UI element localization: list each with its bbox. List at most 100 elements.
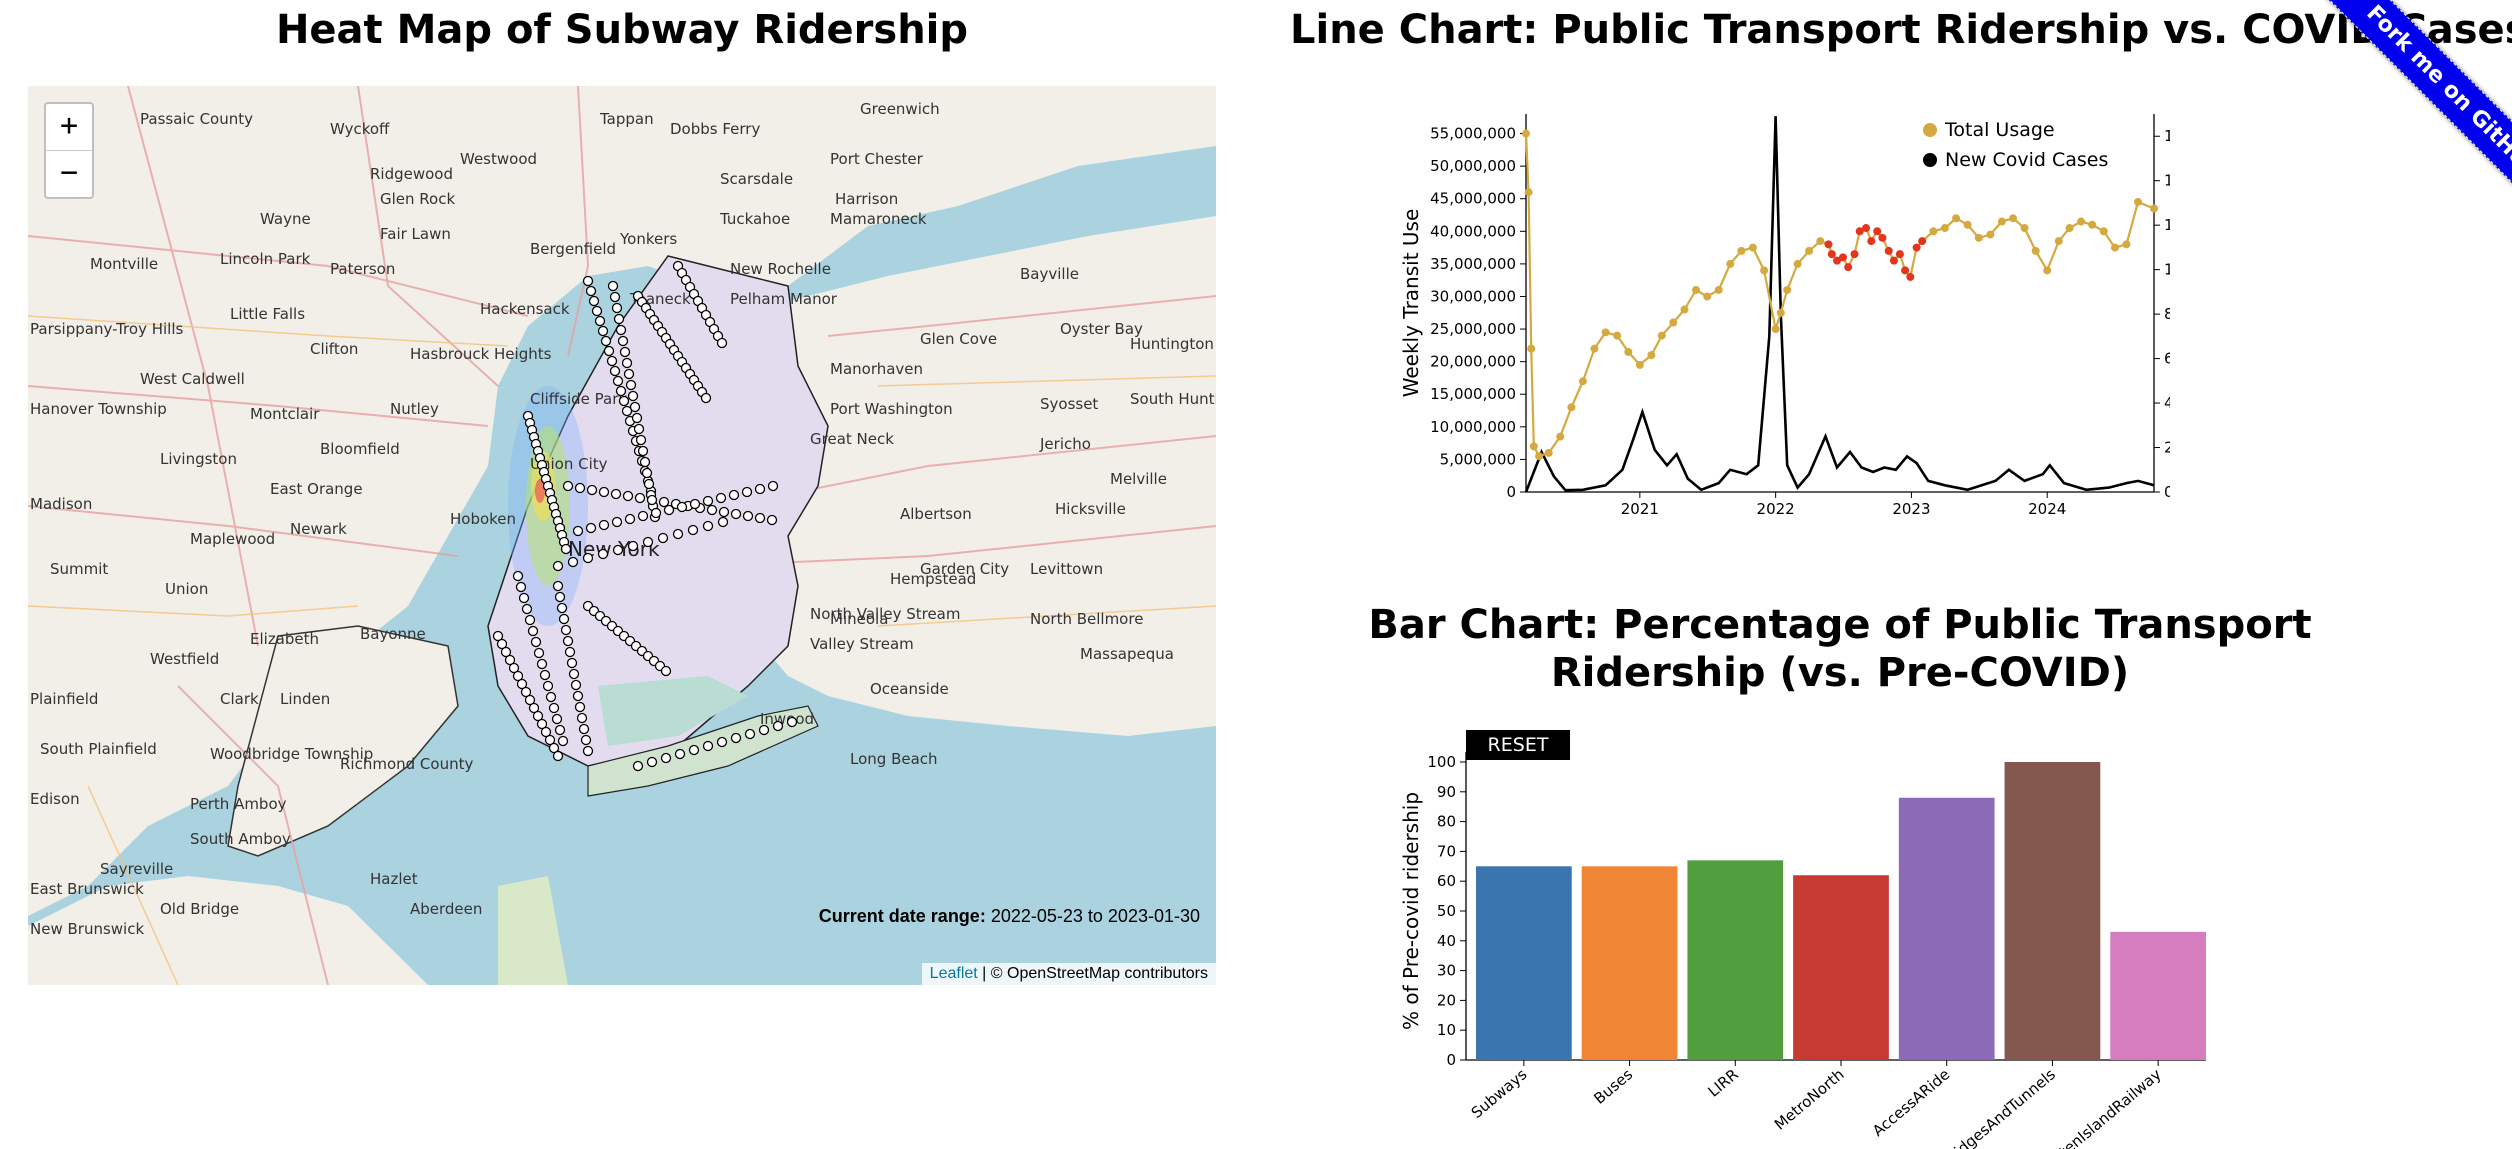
- zoom-in-button[interactable]: +: [59, 108, 79, 143]
- map-tiles[interactable]: New York Passaic CountyWyckoffTappanDobb…: [28, 86, 1216, 985]
- legend-swatch: [1923, 123, 1937, 137]
- subway-station-marker: [580, 734, 592, 746]
- zoom-out-button[interactable]: −: [46, 150, 92, 197]
- subway-station-marker: [754, 512, 766, 524]
- subway-station-marker: [632, 760, 644, 772]
- subway-station-marker: [572, 690, 584, 702]
- place-label: Lincoln Park: [220, 250, 311, 268]
- subway-station-marker: [758, 724, 770, 736]
- place-label: Dobbs Ferry: [670, 120, 760, 138]
- bar-y-tick-label: 80: [1437, 813, 1456, 831]
- place-label: Elizabeth: [250, 630, 319, 648]
- subway-station-marker: [786, 716, 798, 728]
- bar-category-label: LIRR: [1705, 1065, 1742, 1100]
- bar-category-label: Buses: [1590, 1065, 1636, 1108]
- subway-station-marker: [572, 525, 584, 537]
- y-tick-label: 45,000,000: [1430, 190, 1516, 208]
- total-usage-point: [1544, 448, 1553, 457]
- subway-station-marker: [530, 636, 542, 648]
- subway-station-marker: [576, 712, 588, 724]
- place-label: Union: [165, 580, 208, 598]
- subway-station-marker: [730, 732, 742, 744]
- total-usage-point: [1590, 344, 1599, 353]
- total-usage-point: [1912, 243, 1921, 252]
- subway-station-marker: [567, 556, 579, 568]
- subway-station-marker: [564, 646, 576, 658]
- total-usage-point: [1726, 259, 1735, 268]
- subway-station-marker: [629, 401, 641, 413]
- total-usage-point: [1838, 253, 1847, 262]
- total-usage-point: [2054, 237, 2063, 246]
- place-label: Bayville: [1020, 265, 1079, 283]
- reset-button[interactable]: RESET: [1466, 730, 1570, 760]
- subway-station-marker: [689, 498, 701, 510]
- subway-station-marker: [663, 504, 675, 516]
- subway-station-marker: [582, 275, 594, 287]
- bar-statenislandrailway[interactable]: [2110, 931, 2206, 1060]
- bar-subways[interactable]: [1476, 866, 1572, 1060]
- bar-bridgesandtunnels[interactable]: [2004, 762, 2101, 1060]
- subway-station-marker: [557, 735, 569, 747]
- place-label: Albertson: [900, 505, 972, 523]
- place-label: Mamaroneck: [830, 210, 927, 228]
- place-label: Port Washington: [830, 400, 953, 418]
- legend-label: Total Usage: [1944, 119, 2055, 141]
- place-label: Plainfield: [30, 690, 98, 708]
- y-tick-label: 0: [1506, 483, 1516, 501]
- place-label: Newark: [290, 520, 347, 538]
- subway-station-marker: [742, 510, 754, 522]
- legend-swatch: [1923, 153, 1937, 167]
- subway-station-marker: [716, 337, 728, 349]
- total-usage-point: [1714, 285, 1723, 294]
- subway-station-marker: [609, 291, 621, 303]
- bar-accessaride[interactable]: [1898, 797, 1995, 1060]
- subway-station-marker: [556, 602, 568, 614]
- total-usage-point: [1844, 263, 1853, 272]
- line-chart[interactable]: 0 5,000,000 10,000,000 15,000,000 20,000,000…: [1390, 100, 2170, 540]
- bar-lirr[interactable]: [1687, 860, 1784, 1060]
- subway-station-marker: [533, 647, 545, 659]
- bar-chart[interactable]: 0 10 20 30 40 50 60 70 80 90 100 % of Pre-covid rid…: [1390, 722, 2250, 1149]
- place-label: Inwood: [760, 710, 814, 728]
- bar-metronorth[interactable]: [1793, 875, 1889, 1060]
- total-usage-point: [1827, 250, 1836, 259]
- place-label: Wyckoff: [330, 120, 390, 138]
- subway-station-marker: [515, 581, 527, 593]
- subway-station-marker: [700, 392, 712, 404]
- subway-station-marker: [658, 496, 670, 508]
- subway-station-marker: [582, 552, 594, 564]
- bar-y-tick-label: 10: [1437, 1021, 1456, 1039]
- place-label: Melville: [1110, 470, 1167, 488]
- y2-tick-label: 200,000: [2164, 439, 2170, 457]
- y2-tick-label: 800,000: [2164, 305, 2170, 323]
- subway-station-marker: [598, 486, 610, 498]
- bar-buses[interactable]: [1581, 866, 1678, 1060]
- place-label: New Brunswick: [30, 920, 144, 938]
- y2-tick-label: 400,000: [2164, 394, 2170, 412]
- total-usage-point: [1556, 432, 1565, 441]
- place-label: Bayonne: [360, 625, 426, 643]
- fork-github-ribbon[interactable]: Fork me on GitHub: [2316, 0, 2512, 228]
- place-label: Hanover Township: [30, 400, 167, 418]
- bar-y-tick-label: 40: [1437, 932, 1456, 950]
- bar-y-tick-label: 100: [1427, 753, 1456, 771]
- subway-station-marker: [598, 519, 610, 531]
- x-tick-label: 2021: [1621, 500, 1659, 518]
- place-label: East Orange: [270, 480, 363, 498]
- place-label: West Caldwell: [140, 370, 245, 388]
- heat-map[interactable]: New York Passaic County Wyckoff Tappan Dobb…: [28, 86, 1216, 985]
- place-label: Montclair: [250, 405, 320, 423]
- subway-station-marker: [728, 489, 740, 501]
- x-tick-label: 2023: [1892, 500, 1930, 518]
- place-label: Richmond County: [340, 755, 473, 773]
- place-label: Passaic County: [140, 110, 253, 128]
- subway-station-marker: [702, 495, 714, 507]
- subway-station-marker: [718, 506, 730, 518]
- zoom-control[interactable]: + −: [44, 102, 94, 199]
- leaflet-link[interactable]: Leaflet: [929, 965, 978, 982]
- place-label: Tuckahoe: [719, 210, 790, 228]
- subway-station-marker: [552, 560, 564, 572]
- y-tick-label: 10,000,000: [1430, 418, 1516, 436]
- date-range-value: 2022-05-23 to 2023-01-30: [990, 906, 1200, 926]
- subway-station-marker: [676, 501, 688, 513]
